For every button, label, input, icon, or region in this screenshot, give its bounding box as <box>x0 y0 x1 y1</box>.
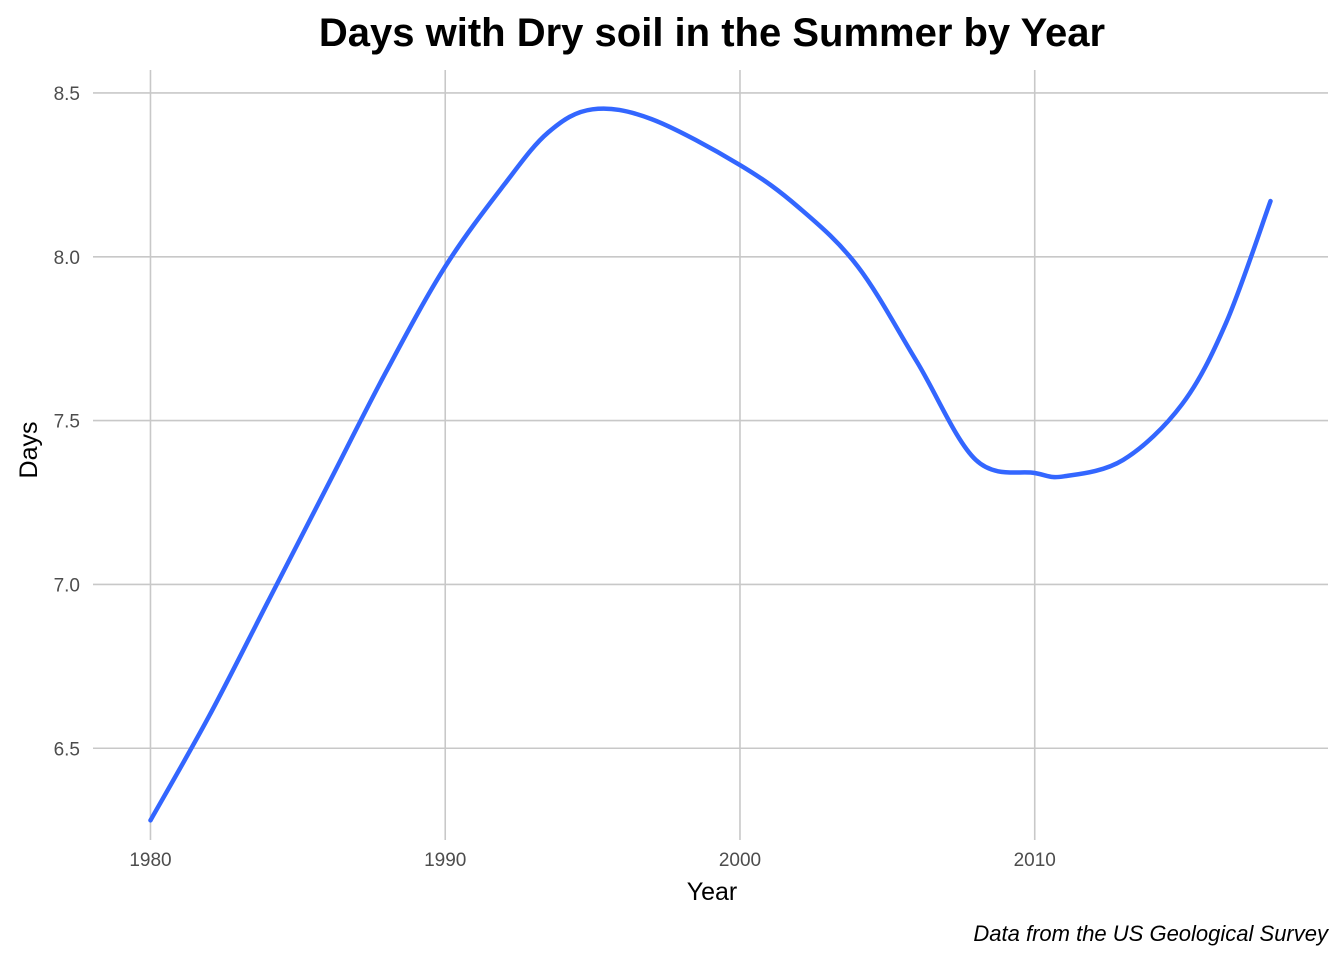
chart-title: Days with Dry soil in the Summer by Year <box>319 11 1105 55</box>
x-tick-label: 1990 <box>424 850 466 871</box>
y-tick-label: 6.5 <box>54 739 80 760</box>
y-tick-label: 7.5 <box>54 412 80 433</box>
x-gridlines <box>149 70 1036 840</box>
caption: Data from the US Geological Survey <box>973 921 1330 946</box>
y-tick-label: 8.0 <box>54 248 80 269</box>
series-line <box>148 106 1273 823</box>
y-tick-label: 8.5 <box>54 84 80 105</box>
y-axis-title: Days <box>15 422 43 479</box>
y-tick-labels: 6.5 7.0 7.5 8.0 8.5 <box>54 84 80 760</box>
y-tick-label: 7.0 <box>54 575 80 596</box>
y-gridlines <box>93 92 1328 750</box>
x-tick-labels: 1980 1990 2000 2010 <box>129 850 1056 871</box>
x-tick-label: 2000 <box>719 850 761 871</box>
x-tick-label: 2010 <box>1014 850 1056 871</box>
x-axis-title: Year <box>687 878 738 906</box>
series-layer <box>148 106 1273 823</box>
x-tick-label: 1980 <box>129 850 171 871</box>
